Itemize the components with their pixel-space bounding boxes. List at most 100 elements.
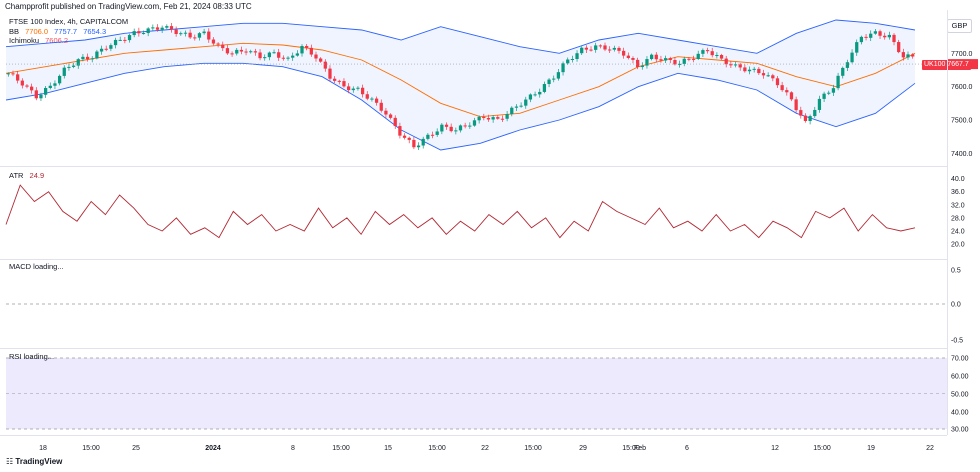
candle [430,134,435,136]
candle [90,58,94,60]
bb-legend[interactable]: BB 7706.0 7757.7 7654.3 [9,27,110,36]
candle [486,118,491,120]
candle [901,52,905,58]
candle [668,58,672,60]
candle [197,33,202,38]
candle [911,54,915,57]
candle [85,56,90,60]
candle [869,33,873,38]
candle [449,126,453,132]
candle [360,87,365,95]
candle [393,117,397,127]
time-axis-label: 2024 [205,445,221,452]
candle [575,53,579,59]
candle [365,94,369,99]
candle [570,58,575,60]
candle [179,33,183,35]
candle [696,53,700,59]
atr-label: ATR [9,171,24,180]
time-axis-label: 15 [384,445,392,452]
candle [780,85,784,91]
candle [836,75,840,89]
candle [20,80,24,86]
tradingview-logo[interactable]: ☷ TradingView [6,457,62,466]
pane-divider[interactable] [0,259,947,260]
ichimoku-value: 7606.2 [45,36,69,45]
candle [528,94,533,100]
price-axis-border [947,10,948,435]
candle [724,58,728,65]
rsi-legend[interactable]: RSI loading... [9,352,55,361]
candle [253,51,258,53]
candle [225,48,230,54]
macd-legend[interactable]: MACD loading... [9,262,64,271]
candle [892,34,896,43]
candle [673,59,677,65]
time-axis-label: 15:00 [524,445,542,452]
candle [556,72,561,79]
candle [211,39,216,44]
candle [538,91,542,95]
ichimoku-legend[interactable]: Ichimoku 7606.2 [9,36,72,45]
candle [81,56,85,60]
candle [701,50,705,54]
price-tag-symbol: UK100 [924,61,946,68]
candle [370,98,374,100]
candle [822,93,826,99]
candle [813,109,817,117]
candle [123,39,127,41]
macd-tick-label: 0.5 [951,268,961,275]
candle [710,51,714,56]
candle [719,55,724,59]
candle [291,55,295,58]
candle [379,102,383,111]
candle [757,68,761,74]
candle [16,74,20,81]
candle [594,45,598,50]
price-tick-label: 7500.0 [951,118,973,125]
pane-divider[interactable] [0,348,947,349]
candle [454,130,458,132]
rsi-tick-label: 50.00 [951,392,969,399]
time-axis-label: 25 [132,445,140,452]
candle [799,110,803,116]
pane-divider[interactable] [0,166,947,167]
candle [566,59,570,64]
candle [183,32,188,34]
candle [333,78,337,81]
candle [738,64,742,68]
candle [416,145,421,148]
symbol-legend[interactable]: FTSE 100 Index, 4h, CAPITALCOM [9,17,132,26]
candle [202,31,206,34]
candle [883,35,887,38]
candle [188,32,192,38]
candle [407,137,411,140]
symbol-price-tag: UK100 7667.7 [922,60,971,70]
candle [30,86,34,91]
time-axis-label: 29 [579,445,587,452]
candle [6,73,10,75]
candle [743,67,747,72]
candle [775,78,780,86]
candle [612,47,616,50]
atr-value: 24.9 [29,171,45,180]
candle [864,36,868,38]
candle [118,39,122,41]
candle [524,99,528,106]
candle [514,106,519,108]
candle [491,117,495,120]
candle [346,86,351,91]
candle [859,36,864,43]
time-axis-label: 15:00 [622,445,640,452]
candle [267,52,272,58]
candle [113,39,118,46]
candle [342,81,346,87]
candle [319,58,323,62]
candle [472,120,477,126]
candle [305,46,309,48]
atr-legend[interactable]: ATR 24.9 [9,171,48,180]
atr-tick-label: 40.0 [951,176,965,183]
candle [878,31,882,36]
